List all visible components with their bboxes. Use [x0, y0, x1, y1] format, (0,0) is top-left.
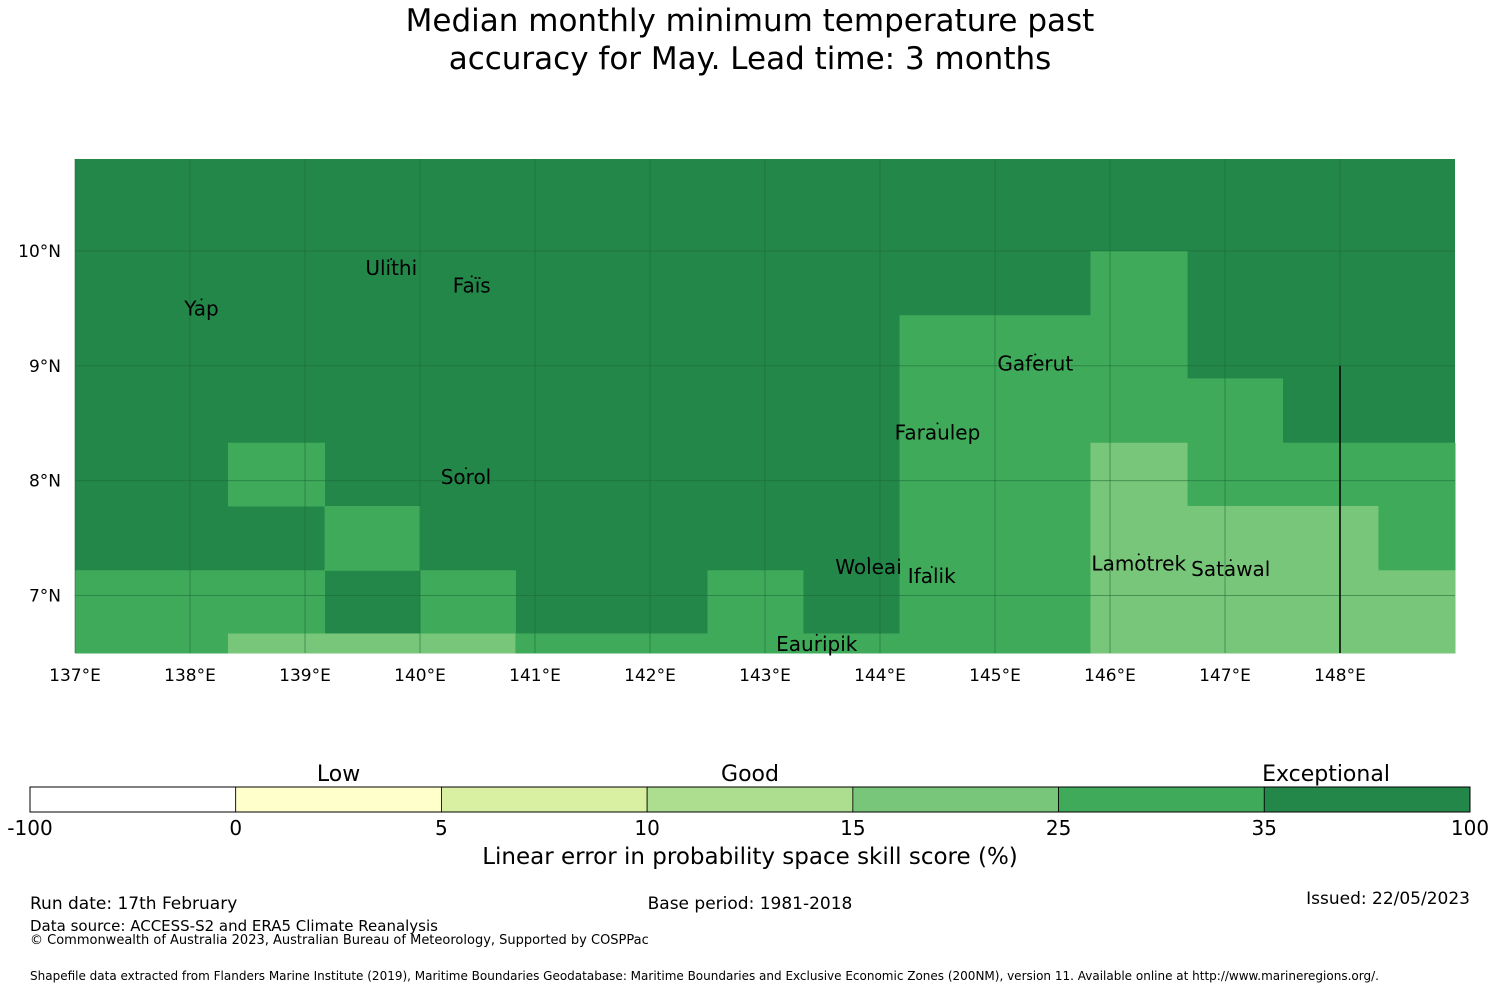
skill-cell	[1187, 505, 1379, 654]
island-marker	[930, 566, 933, 569]
colorbar-bin	[29, 786, 237, 813]
island-label: Woleai	[835, 555, 902, 579]
colorbar-title: Linear error in probability space skill …	[482, 844, 1018, 870]
shapefile-credit: Shapefile data extracted from Flanders M…	[30, 969, 1379, 983]
island-label: Lamotrek	[1091, 551, 1186, 575]
skill-map: 137°E 138°E 139°E 140°E 141°E 142°E 143°E 144°E…	[18, 159, 1456, 686]
x-tick-label: 144°E	[854, 666, 906, 686]
y-tick-label: 7°N	[29, 587, 61, 607]
x-tick-label: 138°E	[164, 666, 216, 686]
colorbar-bin	[441, 786, 648, 813]
copyright-notice: © Commonwealth of Australia 2023, Austra…	[30, 933, 649, 948]
island-marker	[390, 258, 393, 261]
x-tick-label: 148°E	[1314, 666, 1366, 686]
y-tick-label: 10°N	[18, 242, 61, 262]
island-marker	[465, 467, 467, 470]
colorbar-category-label: Exceptional	[1262, 762, 1390, 787]
colorbar-tick-label: 10	[634, 816, 659, 840]
skill-cell	[802, 633, 901, 654]
island-label: Ulithi	[365, 256, 417, 280]
skill-cell	[324, 505, 421, 571]
colorbar-bin	[646, 786, 854, 813]
skill-cell	[227, 633, 516, 654]
skill-cell	[1377, 505, 1456, 571]
colorbar-category-label: Low	[317, 762, 360, 787]
colorbar-tick-label: -100	[7, 816, 52, 840]
colorbar-legend: -100 0 5 10 15 25 35 100 Low Good Exceptional	[7, 762, 1489, 840]
skill-cell	[1090, 442, 1188, 654]
island-label: Gaferut	[997, 351, 1073, 375]
x-tick-label: 143°E	[739, 666, 791, 686]
colorbar-category-label: Good	[721, 762, 779, 787]
skill-cell	[1282, 442, 1456, 507]
colorbar-frame	[29, 786, 1471, 813]
island-marker	[1137, 553, 1140, 556]
map-title-line-1: Median monthly minimum temperature past	[405, 3, 1095, 39]
skill-cell	[1377, 570, 1456, 654]
x-tick-label: 137°E	[49, 666, 101, 686]
colorbar-tick-label: 0	[229, 816, 242, 840]
island-marker	[936, 422, 939, 425]
data-source: Data source: ACCESS-S2 and ERA5 Climate …	[30, 917, 438, 935]
base-period: Base period: 1981-2018	[647, 894, 853, 914]
colorbar-tick-label: 35	[1252, 816, 1277, 840]
island-marker	[200, 298, 203, 301]
island-label: Faraulep	[895, 420, 981, 444]
colorbar-bin	[1058, 786, 1265, 813]
island-marker	[815, 633, 818, 636]
island-marker	[867, 556, 870, 559]
colorbar-bin	[852, 786, 1059, 813]
map-title-line-2: accuracy for May. Lead time: 3 months	[448, 41, 1052, 77]
colorbar-tick-label: 15	[840, 816, 865, 840]
y-tick-label: 9°N	[29, 357, 61, 377]
x-tick-label: 141°E	[509, 666, 561, 686]
x-tick-label: 146°E	[1084, 666, 1136, 686]
island-marker	[1229, 559, 1232, 562]
x-tick-label: 145°E	[969, 666, 1021, 686]
skill-cell	[227, 442, 326, 507]
issued-date: Issued: 22/05/2023	[1306, 889, 1470, 909]
x-tick-label: 139°E	[279, 666, 331, 686]
colorbar-tick-label: 5	[435, 816, 448, 840]
y-tick-label: 8°N	[29, 472, 61, 492]
island-marker	[470, 275, 473, 278]
skill-cell	[707, 570, 804, 654]
x-tick-label: 147°E	[1199, 666, 1251, 686]
colorbar-bin	[235, 786, 442, 813]
x-tick-label: 140°E	[394, 666, 446, 686]
x-tick-label: 142°E	[624, 666, 676, 686]
skill-cell	[1187, 378, 1283, 507]
colorbar-bin	[1263, 786, 1471, 813]
skill-cell	[515, 633, 708, 654]
run-date: Run date: 17th February	[30, 894, 238, 914]
island-label: Faïs	[453, 273, 491, 297]
island-marker	[1034, 353, 1037, 356]
skill-cell	[1090, 250, 1188, 444]
island-label: Satawal	[1191, 557, 1270, 581]
island-label: Sorol	[441, 465, 492, 489]
colorbar-tick-label: 25	[1046, 816, 1071, 840]
map-title: Median monthly minimum temperature past …	[0, 2, 1500, 78]
colorbar-tick-label: 100	[1451, 816, 1489, 840]
island-label: Eauripik	[776, 632, 858, 656]
island-label: Ifalik	[908, 564, 956, 588]
island-label: Yap	[183, 296, 218, 320]
